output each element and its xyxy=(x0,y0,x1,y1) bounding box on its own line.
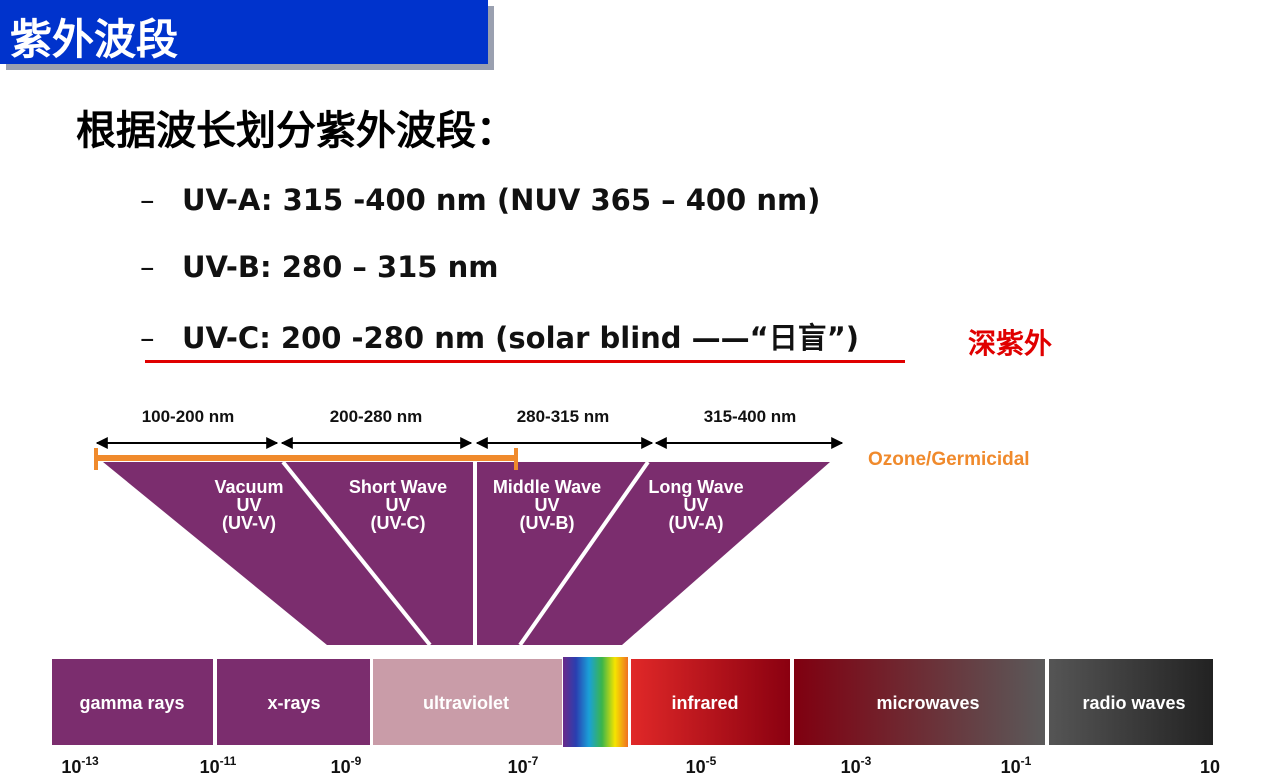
tick-label: 10-11 xyxy=(200,754,237,777)
ozone-bar xyxy=(96,455,517,461)
uv-funnel xyxy=(103,462,830,645)
spectrum-label: gamma rays xyxy=(79,693,184,713)
band-label: UV xyxy=(385,495,410,515)
tick-label: 10-7 xyxy=(508,754,539,777)
bullet-uvc: – UV-C: 200 -280 nm (solar blind ——“日盲”) xyxy=(140,315,859,357)
band-label: (UV-B) xyxy=(520,513,575,533)
band-label: UV xyxy=(683,495,708,515)
red-underline xyxy=(145,360,905,363)
bullet-text: UV-B: 280 – 315 nm xyxy=(182,250,499,284)
segment-visible xyxy=(563,657,628,747)
band-label: Long Wave xyxy=(648,477,743,497)
band-label: (UV-A) xyxy=(669,513,724,533)
tick-labels: 10-13 10-11 10-9 10-7 10-5 10-3 10-1 10 xyxy=(61,754,1220,777)
bullet-text: UV-C: 200 -280 nm (solar blind ——“日盲”) xyxy=(182,321,860,355)
spectrum-label: ultraviolet xyxy=(423,693,509,713)
deep-uv-annotation: 深紫外 xyxy=(968,327,1053,360)
tick-label: 10-13 xyxy=(61,754,99,777)
band-label: UV xyxy=(236,495,261,515)
segment-microwaves xyxy=(794,659,1045,745)
divider xyxy=(518,460,650,647)
ozone-bar-end xyxy=(514,448,518,470)
band-label: Middle Wave xyxy=(493,477,601,497)
band-label: UV xyxy=(534,495,559,515)
title-bar: 紫外波段 xyxy=(0,0,488,64)
spectrum-label: microwaves xyxy=(876,693,979,713)
segment-xrays xyxy=(217,659,370,745)
spectrum-label: radio waves xyxy=(1082,693,1185,713)
spectrum-bar xyxy=(52,657,1213,747)
range-label: 315-400 nm xyxy=(704,407,797,426)
bullet-uva: – UV-A: 315 -400 nm (NUV 365 – 400 nm) xyxy=(140,183,820,217)
heading: 根据波长划分紫外波段： xyxy=(76,108,516,154)
segment-infrared xyxy=(631,659,790,745)
spectrum-label: x-rays xyxy=(267,693,320,713)
segment-gamma xyxy=(52,659,213,745)
range-label: 280-315 nm xyxy=(517,407,610,426)
range-label: 100-200 nm xyxy=(142,407,235,426)
tick-label: 10-3 xyxy=(841,754,872,777)
bullet-text: UV-A: 315 -400 nm (NUV 365 – 400 nm) xyxy=(182,183,821,217)
spectrum-label: infrared xyxy=(671,693,738,713)
band-label: Short Wave xyxy=(349,477,447,497)
tick-label: 10-5 xyxy=(686,754,717,777)
slide-title: 紫外波段 xyxy=(10,15,179,64)
ozone-label: Ozone/Germicidal xyxy=(868,449,1030,470)
band-label: (UV-C) xyxy=(371,513,426,533)
range-label: 200-280 nm xyxy=(330,407,423,426)
dash: – xyxy=(140,183,155,217)
ozone-bar-end xyxy=(94,448,98,470)
tick-label: 10 xyxy=(1200,757,1220,777)
dash: – xyxy=(140,321,155,355)
segment-radio xyxy=(1049,659,1213,745)
segment-ultraviolet xyxy=(373,659,562,745)
divider xyxy=(281,460,432,647)
bullet-uvb: – UV-B: 280 – 315 nm xyxy=(140,250,498,284)
tick-label: 10-1 xyxy=(1001,754,1032,777)
tick-label: 10-9 xyxy=(331,754,362,777)
dash: – xyxy=(140,250,155,284)
band-label: (UV-V) xyxy=(222,513,276,533)
band-label: Vacuum xyxy=(214,477,283,497)
